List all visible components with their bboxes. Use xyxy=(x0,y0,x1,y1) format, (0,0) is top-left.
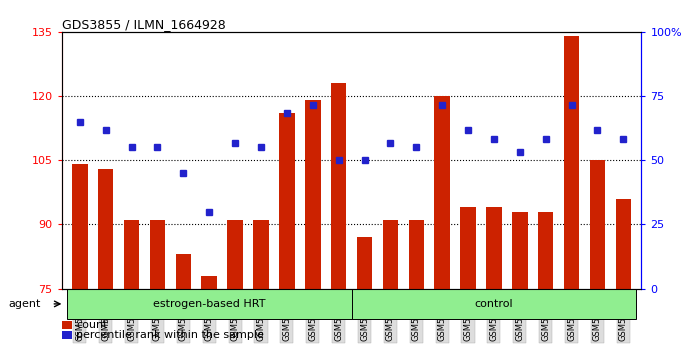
Bar xyxy=(176,254,191,289)
Bar xyxy=(62,331,72,339)
Text: GDS3855 / ILMN_1664928: GDS3855 / ILMN_1664928 xyxy=(62,18,226,31)
Bar xyxy=(460,207,476,289)
Bar xyxy=(124,220,139,289)
Bar xyxy=(253,220,269,289)
Text: count: count xyxy=(76,320,108,330)
Bar xyxy=(408,220,424,289)
Bar xyxy=(279,113,295,289)
Bar xyxy=(383,220,398,289)
Bar xyxy=(62,321,72,329)
Bar xyxy=(227,220,243,289)
Bar xyxy=(72,165,88,289)
Bar xyxy=(434,96,450,289)
Text: estrogen-based HRT: estrogen-based HRT xyxy=(153,299,265,309)
Bar xyxy=(305,100,320,289)
Bar xyxy=(564,36,579,289)
Bar xyxy=(357,237,372,289)
Bar xyxy=(331,83,346,289)
Bar xyxy=(590,160,605,289)
Text: control: control xyxy=(475,299,513,309)
Bar xyxy=(98,169,113,289)
Bar xyxy=(538,211,554,289)
Bar xyxy=(352,289,636,319)
Bar xyxy=(615,199,631,289)
Bar xyxy=(150,220,165,289)
Bar xyxy=(67,289,352,319)
Bar xyxy=(202,276,217,289)
Bar xyxy=(486,207,501,289)
Bar xyxy=(512,211,528,289)
Text: agent: agent xyxy=(9,299,41,309)
Text: percentile rank within the sample: percentile rank within the sample xyxy=(76,330,264,340)
